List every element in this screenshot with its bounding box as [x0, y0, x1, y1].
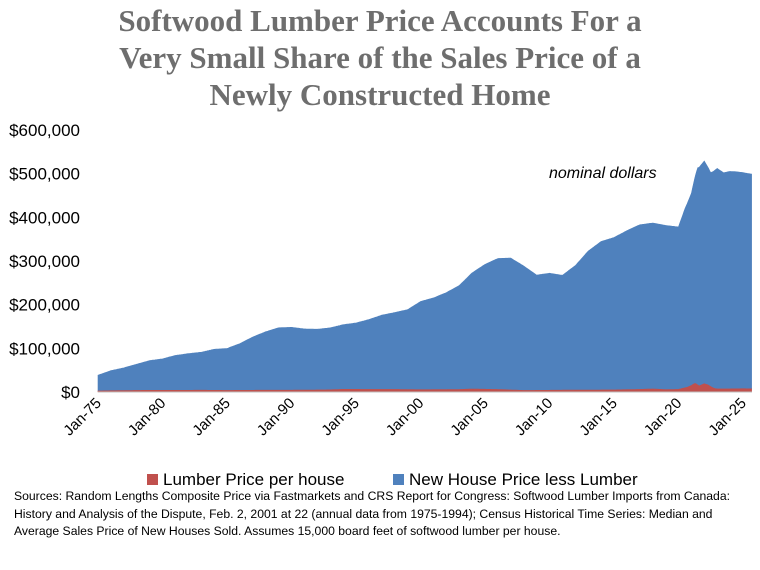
x-tick-label: Jan-85: [189, 395, 233, 439]
x-tick-label: Jan-25: [705, 395, 749, 439]
x-tick-label: Jan-10: [512, 395, 556, 439]
x-tick-label: Jan-05: [447, 395, 491, 439]
y-tick-label: $500,000: [9, 165, 80, 184]
nominal-dollars-annotation: nominal dollars: [549, 165, 657, 182]
legend-swatch-house: [393, 474, 404, 485]
x-tick-label: Jan-90: [254, 395, 298, 439]
y-tick-label: $200,000: [9, 296, 80, 315]
x-tick-label: Jan-80: [125, 395, 169, 439]
legend: Lumber Price per house New House Price le…: [147, 470, 638, 489]
source-note: Sources: Random Lengths Composite Price …: [14, 489, 730, 538]
x-tick-label: Jan-15: [576, 395, 620, 439]
stacked-area-chart: nominal dollars $0 $100,000 $200,000 $300,0…: [9, 121, 752, 489]
plot-area: [97, 160, 752, 393]
legend-label-lumber: Lumber Price per house: [163, 470, 344, 489]
y-tick-label: $400,000: [9, 208, 80, 227]
x-tick-label: Jan-95: [318, 395, 362, 439]
y-tick-label: $0: [61, 383, 80, 402]
chart-title: Softwood Lumber Price Accounts For a Ver…: [0, 2, 760, 113]
series-area-lumber-price-per-house: [97, 383, 752, 393]
y-tick-label: $600,000: [9, 121, 80, 140]
y-axis: $0 $100,000 $200,000 $300,000 $400,000 $500,0…: [9, 121, 80, 402]
x-tick-label: Jan-00: [383, 395, 427, 439]
y-tick-label: $300,000: [9, 252, 80, 271]
chart-title-line-3: Newly Constructed Home: [209, 77, 551, 112]
chart-title-line-2: Very Small Share of the Sales Price of a: [119, 40, 641, 75]
legend-swatch-lumber: [147, 474, 158, 485]
chart-title-line-1: Softwood Lumber Price Accounts For a: [118, 3, 642, 38]
legend-label-house: New House Price less Lumber: [409, 470, 638, 489]
y-tick-label: $100,000: [9, 339, 80, 358]
x-tick-label: Jan-20: [641, 395, 685, 439]
series-area-new-house-price-less-lumber: [97, 160, 752, 392]
x-axis: Jan-75 Jan-80 Jan-85 Jan-90 Jan-95 Jan-00 Jan-…: [60, 395, 749, 439]
